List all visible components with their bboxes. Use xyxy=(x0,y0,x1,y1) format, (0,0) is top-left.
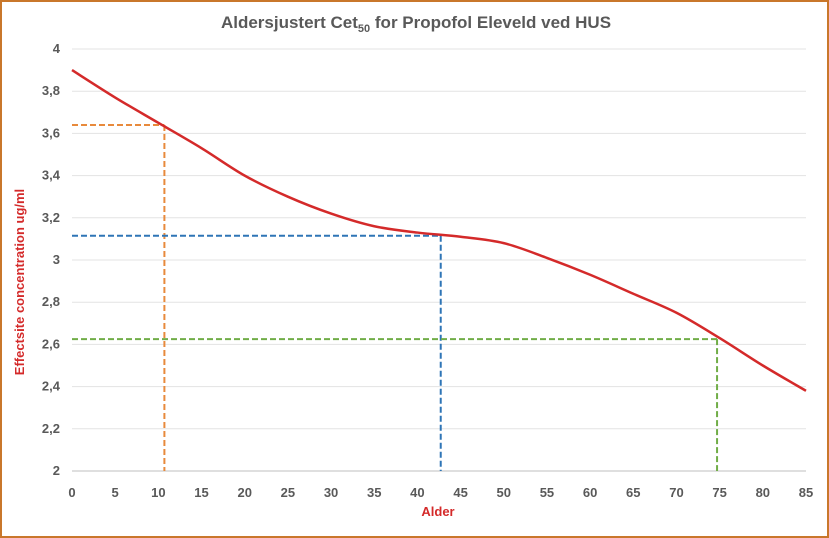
y-tick-label: 2,2 xyxy=(42,421,60,436)
x-tick-label: 65 xyxy=(626,485,640,500)
x-tick-label: 20 xyxy=(237,485,251,500)
y-tick-label: 3,6 xyxy=(42,125,60,140)
y-tick-label: 3 xyxy=(53,252,60,267)
y-tick-label: 3,2 xyxy=(42,210,60,225)
y-axis-label: Effectsite concentration ug/ml xyxy=(12,189,27,375)
x-tick-label: 25 xyxy=(281,485,295,500)
x-tick-label: 55 xyxy=(540,485,554,500)
series-line xyxy=(71,69,807,392)
y-tick-label: 2,8 xyxy=(42,294,60,309)
x-tick-label: 80 xyxy=(756,485,770,500)
y-axis-ticks: 2 2,2 2,4 2,6 2,8 3 3,2 3,4 3,6 3,8 4 xyxy=(42,41,61,478)
x-tick-label: 75 xyxy=(712,485,726,500)
reference-lines xyxy=(72,123,719,471)
chart-title-subscript: 50 xyxy=(358,23,370,35)
chart-title-suffix: for Propofol Eleveld ved HUS xyxy=(370,13,611,32)
x-tick-label: 35 xyxy=(367,485,381,500)
x-tick-label: 85 xyxy=(799,485,813,500)
chart-title-main: Aldersjustert Cet xyxy=(221,13,358,32)
chart-title: Aldersjustert Cet50 for Propofol Eleveld… xyxy=(221,13,611,35)
y-tick-label: 3,4 xyxy=(42,168,61,183)
y-tick-label: 2 xyxy=(53,463,60,478)
x-tick-label: 50 xyxy=(497,485,511,500)
x-tick-label: 60 xyxy=(583,485,597,500)
gridlines xyxy=(72,48,806,472)
x-tick-label: 40 xyxy=(410,485,424,500)
y-tick-label: 2,6 xyxy=(42,336,60,351)
x-tick-label: 45 xyxy=(453,485,467,500)
x-tick-label: 70 xyxy=(669,485,683,500)
x-axis-label: Alder xyxy=(421,504,454,519)
series-group xyxy=(71,69,807,392)
x-tick-label: 0 xyxy=(68,485,75,500)
x-tick-label: 15 xyxy=(194,485,208,500)
y-tick-label: 2,4 xyxy=(42,379,61,394)
x-axis-ticks: 0 5 10 15 20 25 30 35 40 45 50 55 60 65 70 75 80 85 xyxy=(68,485,813,500)
x-tick-label: 30 xyxy=(324,485,338,500)
y-tick-label: 3,8 xyxy=(42,83,60,98)
x-tick-label: 5 xyxy=(112,485,119,500)
x-tick-label: 10 xyxy=(151,485,165,500)
y-tick-label: 4 xyxy=(53,41,61,56)
